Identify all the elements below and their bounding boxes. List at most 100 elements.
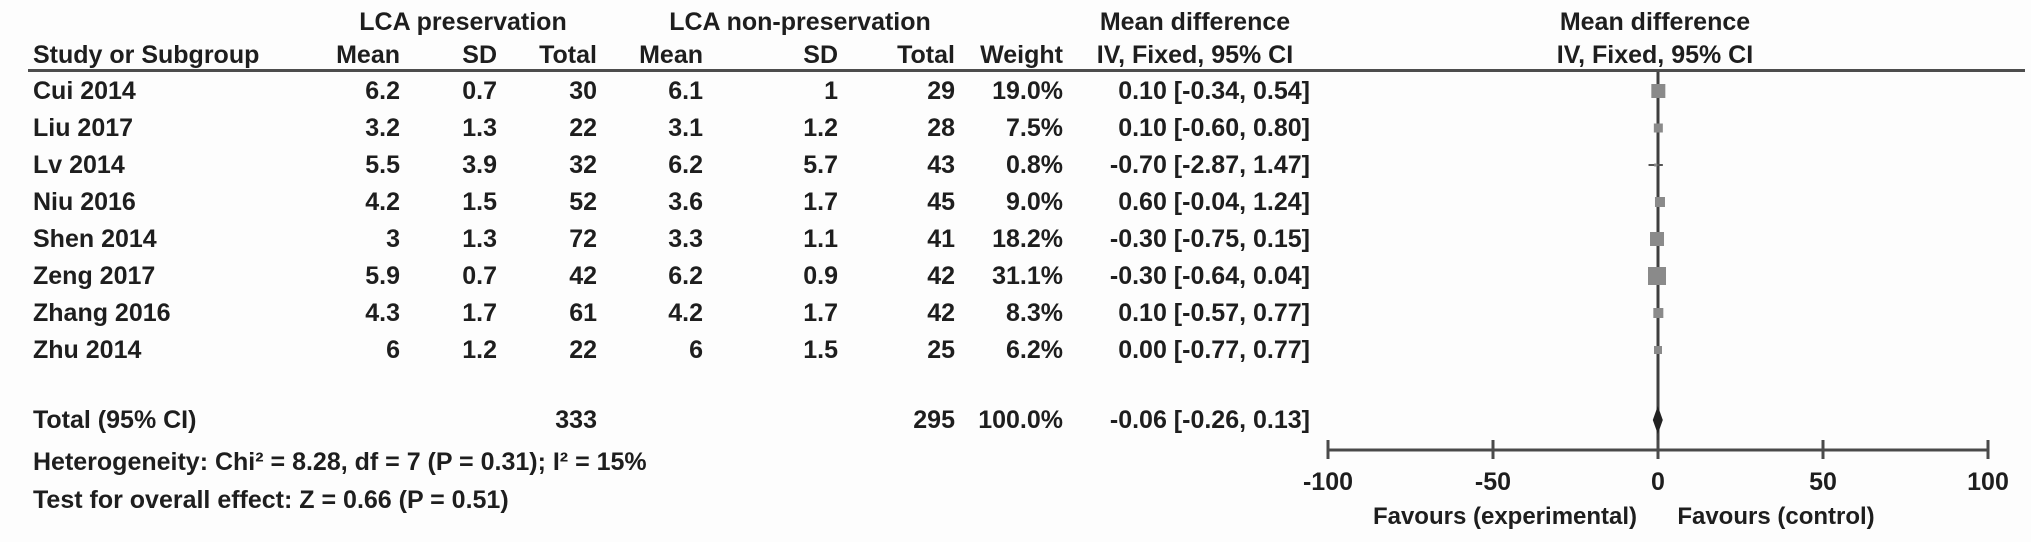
group1-total-cell: 72 xyxy=(569,225,597,253)
group2-total-cell: 42 xyxy=(927,262,955,290)
mean-difference-plot-header: Mean difference xyxy=(1559,8,1751,36)
group1-mean-cell: 3 xyxy=(386,225,400,253)
study-effect-marker xyxy=(1654,346,1662,354)
group1-mean-header: Mean xyxy=(336,41,400,69)
weight-cell: 19.0% xyxy=(992,77,1063,105)
weight-cell: 0.8% xyxy=(1006,151,1063,179)
group1-total-header: Total xyxy=(539,41,597,69)
axis-tick-label: -100 xyxy=(1303,468,1353,496)
study-name-cell: Shen 2014 xyxy=(33,225,157,253)
weight-cell: 7.5% xyxy=(1006,114,1063,142)
group1-mean-cell: 3.2 xyxy=(365,114,400,142)
effect-ci-cell: 0.00 [-0.77, 0.77] xyxy=(1118,336,1310,364)
effect-ci-cell: -0.30 [-0.75, 0.15] xyxy=(1109,225,1310,253)
favours-experimental-label: Favours (experimental) xyxy=(1372,503,1638,530)
group1-mean-cell: 6 xyxy=(386,336,400,364)
group2-total-cell: 25 xyxy=(927,336,955,364)
total-row-label: Total (95% CI) xyxy=(33,406,197,434)
group1-total-cell: 52 xyxy=(569,188,597,216)
study-name-cell: Zhu 2014 xyxy=(33,336,142,364)
study-effect-marker xyxy=(1654,197,1665,207)
group1-mean-cell: 5.5 xyxy=(365,151,400,179)
group2-sd-cell: 1.2 xyxy=(803,114,838,142)
group2-sd-cell: 0.9 xyxy=(803,262,838,290)
total-weight: 100.0% xyxy=(978,406,1063,434)
favours-control-label: Favours (control) xyxy=(1677,503,1875,530)
group2-sd-cell: 1.7 xyxy=(803,299,838,327)
group2-sd-cell: 1.7 xyxy=(803,188,838,216)
group2-sd-header: SD xyxy=(803,41,838,69)
effect-ci-cell: 0.10 [-0.34, 0.54] xyxy=(1118,77,1310,105)
group1-total-cell: 61 xyxy=(569,299,597,327)
axis-tick-label: -50 xyxy=(1475,468,1511,496)
group1-total-cell: 22 xyxy=(569,336,597,364)
group1-sd-cell: 3.9 xyxy=(462,151,497,179)
group2-mean-cell: 6.2 xyxy=(668,262,703,290)
group2-total-header: Total xyxy=(897,41,955,69)
group2-mean-cell: 3.6 xyxy=(668,188,703,216)
ci-method-column-header: IV, Fixed, 95% CI xyxy=(1096,41,1294,69)
group1-sd-cell: 1.7 xyxy=(462,299,497,327)
group1-total-cell: 22 xyxy=(569,114,597,142)
group1-total-cell: 30 xyxy=(569,77,597,105)
group2-sd-cell: 1.1 xyxy=(803,225,838,253)
heterogeneity-text: Heterogeneity: Chi² = 8.28, df = 7 (P = … xyxy=(33,448,647,476)
group2-sd-cell: 5.7 xyxy=(803,151,838,179)
group1-sd-cell: 0.7 xyxy=(462,262,497,290)
study-name-cell: Zeng 2017 xyxy=(33,262,156,290)
group2-total-cell: 29 xyxy=(927,77,955,105)
group2-sd-cell: 1 xyxy=(824,77,838,105)
axis-tick-label: 50 xyxy=(1809,468,1837,496)
weight-cell: 18.2% xyxy=(992,225,1063,253)
study-name-cell: Niu 2016 xyxy=(33,188,136,216)
weight-column-header: Weight xyxy=(980,41,1063,69)
group2-total-cell: 42 xyxy=(927,299,955,327)
group2-total-cell: 43 xyxy=(927,151,955,179)
mean-difference-column-header: Mean difference xyxy=(1099,8,1291,36)
study-effect-marker xyxy=(1651,84,1666,98)
group1-sd-cell: 1.2 xyxy=(462,336,497,364)
group1-sd-cell: 0.7 xyxy=(462,77,497,105)
study-name-cell: Lv 2014 xyxy=(33,151,125,179)
weight-cell: 8.3% xyxy=(1006,299,1063,327)
study-column-header: Study or Subgroup xyxy=(33,41,260,69)
group2-mean-cell: 3.1 xyxy=(668,114,703,142)
total-group2-n: 295 xyxy=(913,406,955,434)
group1-sd-cell: 1.3 xyxy=(462,225,497,253)
weight-cell: 31.1% xyxy=(992,262,1063,290)
group1-header: LCA preservation xyxy=(359,8,567,36)
effect-ci-cell: -0.30 [-0.64, 0.04] xyxy=(1109,262,1310,290)
summary-diamond xyxy=(1652,406,1663,434)
study-effect-marker xyxy=(1650,232,1665,246)
group1-mean-cell: 4.3 xyxy=(365,299,400,327)
study-effect-marker xyxy=(1648,267,1667,285)
axis-tick-label: 0 xyxy=(1651,468,1665,496)
group1-total-cell: 32 xyxy=(569,151,597,179)
study-name-cell: Zhang 2016 xyxy=(33,299,171,327)
study-effect-marker xyxy=(1653,308,1664,318)
group1-mean-cell: 5.9 xyxy=(365,262,400,290)
study-effect-marker xyxy=(1654,163,1658,167)
group2-header: LCA non-preservation xyxy=(669,8,931,36)
group2-mean-cell: 6.2 xyxy=(668,151,703,179)
weight-cell: 6.2% xyxy=(1006,336,1063,364)
study-name-cell: Liu 2017 xyxy=(33,114,134,142)
group2-sd-cell: 1.5 xyxy=(803,336,838,364)
group2-mean-cell: 4.2 xyxy=(668,299,703,327)
group1-mean-cell: 4.2 xyxy=(365,188,400,216)
group2-total-cell: 28 xyxy=(927,114,955,142)
weight-cell: 9.0% xyxy=(1006,188,1063,216)
study-effect-marker xyxy=(1653,123,1663,133)
study-name-cell: Cui 2014 xyxy=(33,77,136,105)
group1-mean-cell: 6.2 xyxy=(365,77,400,105)
group2-mean-cell: 3.3 xyxy=(668,225,703,253)
group2-mean-cell: 6 xyxy=(689,336,703,364)
group1-sd-cell: 1.5 xyxy=(462,188,497,216)
group1-total-cell: 42 xyxy=(569,262,597,290)
effect-ci-cell: 0.10 [-0.60, 0.80] xyxy=(1118,114,1310,142)
effect-ci-cell: 0.60 [-0.04, 1.24] xyxy=(1118,188,1310,216)
ci-method-plot-header: IV, Fixed, 95% CI xyxy=(1556,41,1754,69)
axis-tick-label: 100 xyxy=(1967,468,2009,496)
